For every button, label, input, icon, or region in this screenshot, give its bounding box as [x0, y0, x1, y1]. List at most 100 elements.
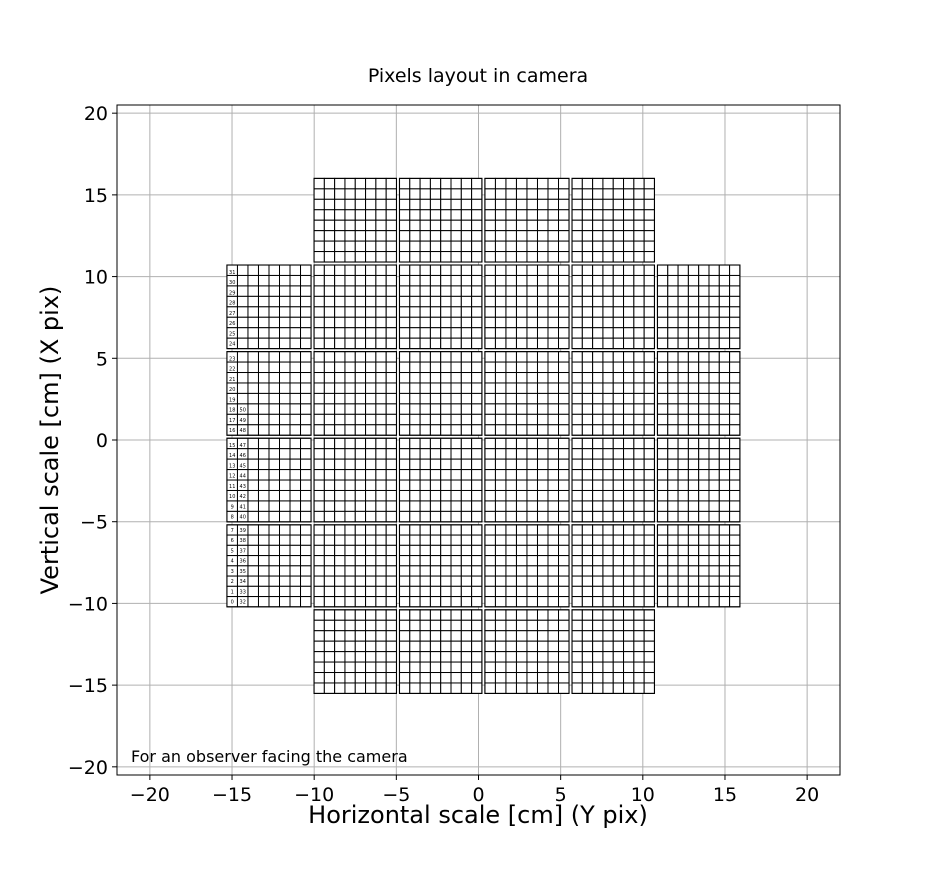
module-border	[398, 437, 483, 523]
module-border	[656, 264, 741, 350]
pixel	[419, 524, 431, 536]
pixel	[257, 295, 270, 308]
pixel	[643, 285, 655, 297]
pixel	[602, 424, 614, 436]
pixel	[385, 351, 397, 363]
pixel	[236, 306, 249, 318]
pixel	[247, 295, 259, 308]
pixel	[375, 534, 387, 546]
pixel	[592, 661, 604, 674]
module-border	[484, 524, 570, 608]
pixel	[623, 230, 635, 242]
pixel	[581, 264, 594, 276]
pixel	[279, 327, 291, 339]
pixel	[643, 392, 655, 405]
pixel	[398, 372, 411, 384]
pixel	[257, 351, 270, 363]
pixel	[334, 555, 346, 567]
pixel	[526, 661, 538, 674]
pixel-number: 45	[240, 463, 246, 469]
pixel	[505, 640, 517, 653]
pixel	[633, 565, 645, 577]
pixel	[300, 337, 312, 350]
pixel	[398, 240, 411, 253]
pixel	[602, 295, 614, 308]
pixel	[677, 555, 689, 567]
pixel	[623, 630, 635, 642]
pixel	[398, 585, 411, 598]
pixel	[592, 630, 604, 642]
pixel	[698, 534, 710, 546]
pixel-number: 14	[229, 453, 235, 459]
pixel	[643, 295, 655, 308]
pixel	[505, 392, 517, 405]
pixel	[334, 619, 346, 632]
pixel	[344, 619, 356, 632]
pixel	[460, 327, 473, 339]
module-border	[398, 609, 483, 694]
pixel	[623, 585, 635, 598]
pixel	[365, 295, 377, 308]
pixel	[643, 413, 655, 426]
pixel	[729, 403, 741, 415]
pixel	[526, 619, 538, 632]
pixel	[515, 424, 528, 436]
pixel	[484, 661, 496, 674]
pixel	[515, 630, 528, 642]
pixel	[547, 264, 560, 276]
pixel	[450, 469, 462, 481]
pixel	[729, 285, 741, 297]
pixel	[558, 651, 570, 663]
pixel	[526, 327, 538, 339]
pixel	[344, 489, 356, 502]
pixel	[677, 382, 689, 394]
pixel	[429, 285, 442, 297]
pixel	[623, 372, 635, 384]
pixel	[334, 361, 346, 374]
pixel	[571, 661, 583, 674]
pixel	[494, 609, 507, 621]
pixel	[558, 672, 570, 684]
pixel	[313, 609, 325, 621]
pixel	[643, 565, 655, 577]
pixel	[268, 306, 281, 318]
pixel	[323, 565, 336, 577]
pixel	[633, 437, 645, 450]
pixel	[471, 274, 483, 287]
pixel	[494, 295, 507, 308]
pixel	[612, 682, 625, 694]
pixel	[268, 544, 281, 557]
pixel	[667, 458, 679, 471]
pixel	[581, 327, 594, 339]
pixel	[385, 198, 397, 211]
pixel	[344, 544, 356, 557]
pixel	[633, 198, 645, 211]
pixel	[677, 327, 689, 339]
camera-module	[313, 177, 398, 263]
pixel	[429, 609, 442, 621]
pixel	[708, 585, 720, 598]
pixel	[718, 382, 731, 394]
pixel	[429, 251, 442, 263]
pixel	[558, 264, 570, 276]
pixel	[571, 392, 583, 405]
pixel	[526, 458, 538, 471]
pixel	[440, 500, 452, 512]
pixel	[300, 424, 312, 436]
pixel	[656, 274, 669, 287]
pixel	[581, 372, 594, 384]
pixel	[687, 534, 700, 546]
pixel	[440, 555, 452, 567]
pixel	[494, 209, 507, 221]
pixel	[698, 337, 710, 350]
pixel	[623, 524, 635, 536]
pixel	[471, 500, 483, 512]
pixel	[471, 458, 483, 471]
pixel	[698, 469, 710, 481]
pixel	[323, 251, 336, 263]
pixel	[365, 575, 377, 587]
pixel	[687, 479, 700, 491]
pixel	[354, 469, 367, 481]
pixel	[729, 361, 741, 374]
pixel	[612, 274, 625, 287]
